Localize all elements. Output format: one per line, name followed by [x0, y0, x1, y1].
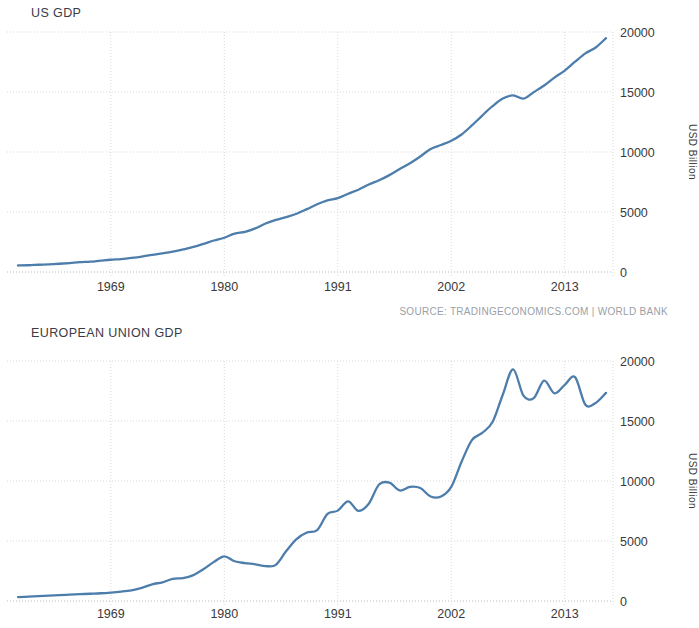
y-tick-label: 15000	[620, 86, 655, 100]
x-tick-label: 1991	[324, 280, 352, 294]
y-tick-label: 20000	[620, 26, 655, 40]
y-tick-label: 5000	[620, 206, 648, 220]
x-tick-label: 1969	[97, 280, 125, 294]
x-tick-label: 1969	[97, 607, 125, 621]
chart-eu-gdp: 0 5000 10000 15000 20000 1969 1980 1991 2002 2013…	[7, 355, 698, 622]
x-tick-label: 1991	[324, 607, 352, 621]
y-tick-label: 10000	[620, 146, 655, 160]
y-axis-title: USD Billion	[687, 453, 698, 509]
x-tick-label: 1980	[210, 607, 238, 621]
x-tick-label: 2013	[551, 280, 579, 294]
chart-us-gdp: 0 5000 10000 15000 20000 1969 1980 1991 2002 2013…	[7, 26, 698, 295]
y-tick-label: 15000	[620, 415, 655, 429]
gdp-charts-page: US GDP EUROPEAN UNION GDP SOURCE: TRADIN…	[0, 0, 699, 628]
y-tick-label: 20000	[620, 355, 655, 369]
y-tick-label: 10000	[620, 475, 655, 489]
y-tick-label: 5000	[620, 535, 648, 549]
y-tick-label: 0	[620, 595, 627, 609]
gdp-line-charts-canvas: 0 5000 10000 15000 20000 1969 1980 1991 2002 2013…	[0, 0, 699, 628]
eu-gdp-line	[18, 369, 606, 597]
y-axis-title: USD Billion	[687, 124, 698, 180]
y-tick-label: 0	[620, 266, 627, 280]
x-tick-label: 2002	[437, 607, 465, 621]
x-tick-label: 2002	[437, 280, 465, 294]
x-tick-label: 2013	[551, 607, 579, 621]
x-tick-label: 1980	[210, 280, 238, 294]
